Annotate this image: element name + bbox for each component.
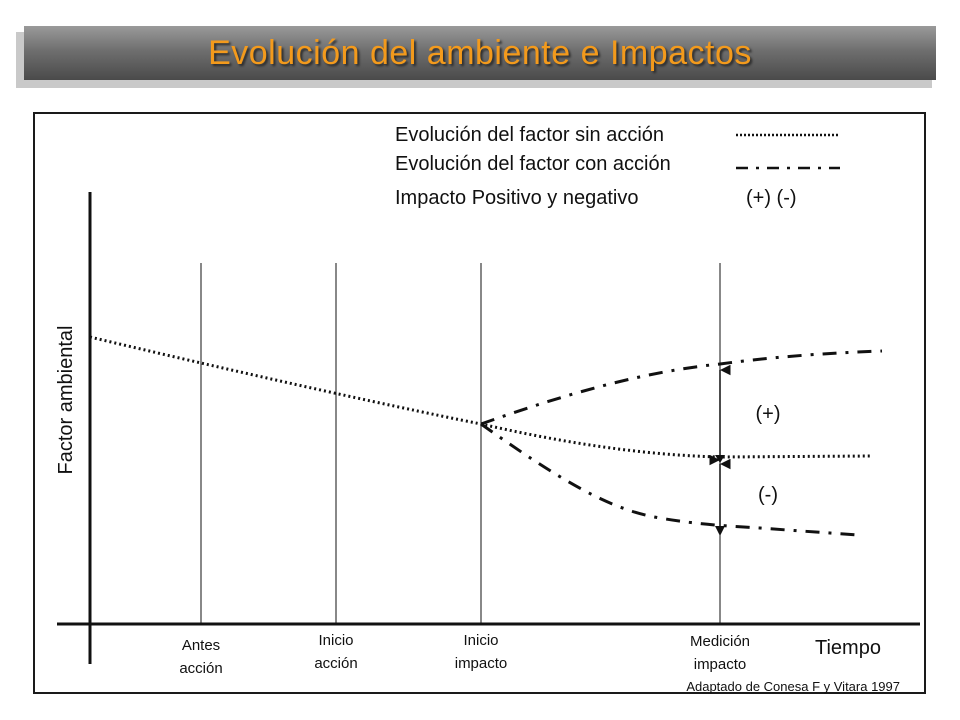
curve-sin-accion [89,335,873,459]
tick-label-inicio-impacto-2: impacto [455,655,508,672]
legend-sin-accion: Evolución del factor sin acción [395,124,664,146]
tick-label-medicion-1: Medición [690,633,750,650]
label-negative-impact: (-) [758,484,778,506]
x-axis-label: Tiempo [815,637,881,659]
legend-impacto-signs: (+) (-) [746,187,797,209]
tick-label-antes-2: acción [179,660,222,677]
y-axis-label: Factor ambiental [55,326,77,475]
legend-impacto: Impacto Positivo y negativo [395,187,638,209]
page-title: Evolución del ambiente e Impactos [208,33,752,72]
curve-con-accion-negativo [480,422,859,537]
arrow-negative-head [715,526,725,536]
legend-con-accion: Evolución del factor con acción [395,153,671,175]
tick-label-inicio-accion-2: acción [314,655,357,672]
diagram-frame [33,112,926,694]
tick-label-antes-1: Antes [182,637,220,654]
tick-label-medicion-2: impacto [694,656,747,673]
title-bar: Evolución del ambiente e Impactos [24,26,936,80]
label-positive-impact: (+) [756,403,781,425]
curve-con-accion-positivo [480,349,883,426]
tick-label-inicio-accion-1: Inicio [318,632,353,649]
tick-label-inicio-impacto-1: Inicio [463,632,498,649]
source-credit: Adaptado de Conesa F y Vitara 1997 [686,679,900,694]
arrow-positive-tail-head [715,455,725,463]
